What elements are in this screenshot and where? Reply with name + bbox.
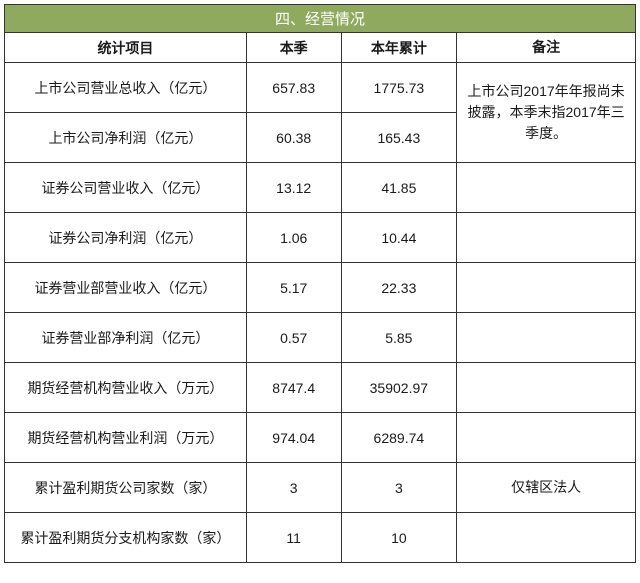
- table-title: 四、经营情况: [5, 5, 636, 33]
- cell-item: 期货经营机构营业收入（万元）: [5, 363, 247, 413]
- cell-item: 上市公司净利润（亿元）: [5, 113, 247, 163]
- cell-note: [457, 513, 636, 563]
- table-row: 累计盈利期货公司家数（家） 3 3 仅辖区法人: [5, 463, 636, 513]
- table-row: 累计盈利期货分支机构家数（家） 11 10: [5, 513, 636, 563]
- cell-ytd: 165.43: [341, 113, 457, 163]
- cell-note: [457, 413, 636, 463]
- cell-item: 证券公司净利润（亿元）: [5, 213, 247, 263]
- cell-quarter: 5.17: [246, 263, 341, 313]
- cell-ytd: 1775.73: [341, 63, 457, 113]
- table-row: 期货经营机构营业利润（万元） 974.04 6289.74: [5, 413, 636, 463]
- cell-note: 仅辖区法人: [457, 463, 636, 513]
- cell-item: 累计盈利期货分支机构家数（家）: [5, 513, 247, 563]
- cell-quarter: 8747.4: [246, 363, 341, 413]
- cell-note: [457, 263, 636, 313]
- cell-quarter: 1.06: [246, 213, 341, 263]
- table-row: 证券公司营业收入（亿元） 13.12 41.85: [5, 163, 636, 213]
- cell-quarter: 0.57: [246, 313, 341, 363]
- cell-item: 证券公司营业收入（亿元）: [5, 163, 247, 213]
- table-row: 证券营业部净利润（亿元） 0.57 5.85: [5, 313, 636, 363]
- cell-ytd: 3: [341, 463, 457, 513]
- header-row: 统计项目 本季 本年累计 备注: [5, 33, 636, 63]
- cell-note: [457, 213, 636, 263]
- business-table: 四、经营情况 统计项目 本季 本年累计 备注 上市公司营业总收入（亿元） 657…: [4, 4, 636, 563]
- header-note: 备注: [457, 33, 636, 63]
- cell-ytd: 6289.74: [341, 413, 457, 463]
- cell-item: 累计盈利期货公司家数（家）: [5, 463, 247, 513]
- cell-note: [457, 163, 636, 213]
- title-row: 四、经营情况: [5, 5, 636, 33]
- header-item: 统计项目: [5, 33, 247, 63]
- table-row: 上市公司营业总收入（亿元） 657.83 1775.73 上市公司2017年年报…: [5, 63, 636, 113]
- table-row: 期货经营机构营业收入（万元） 8747.4 35902.97: [5, 363, 636, 413]
- cell-quarter: 3: [246, 463, 341, 513]
- cell-note: [457, 363, 636, 413]
- cell-ytd: 10: [341, 513, 457, 563]
- cell-quarter: 657.83: [246, 63, 341, 113]
- cell-item: 期货经营机构营业利润（万元）: [5, 413, 247, 463]
- table-row: 证券营业部营业收入（亿元） 5.17 22.33: [5, 263, 636, 313]
- cell-ytd: 41.85: [341, 163, 457, 213]
- header-quarter: 本季: [246, 33, 341, 63]
- cell-ytd: 22.33: [341, 263, 457, 313]
- cell-item: 证券营业部营业收入（亿元）: [5, 263, 247, 313]
- cell-item: 上市公司营业总收入（亿元）: [5, 63, 247, 113]
- cell-ytd: 35902.97: [341, 363, 457, 413]
- table-row: 证券公司净利润（亿元） 1.06 10.44: [5, 213, 636, 263]
- cell-quarter: 13.12: [246, 163, 341, 213]
- cell-quarter: 11: [246, 513, 341, 563]
- cell-quarter: 60.38: [246, 113, 341, 163]
- cell-ytd: 5.85: [341, 313, 457, 363]
- table-container: 四、经营情况 统计项目 本季 本年累计 备注 上市公司营业总收入（亿元） 657…: [0, 0, 640, 567]
- cell-ytd: 10.44: [341, 213, 457, 263]
- cell-note: [457, 313, 636, 363]
- cell-quarter: 974.04: [246, 413, 341, 463]
- cell-note: 上市公司2017年年报尚未披露，本季末指2017年三季度。: [457, 63, 636, 163]
- header-ytd: 本年累计: [341, 33, 457, 63]
- cell-item: 证券营业部净利润（亿元）: [5, 313, 247, 363]
